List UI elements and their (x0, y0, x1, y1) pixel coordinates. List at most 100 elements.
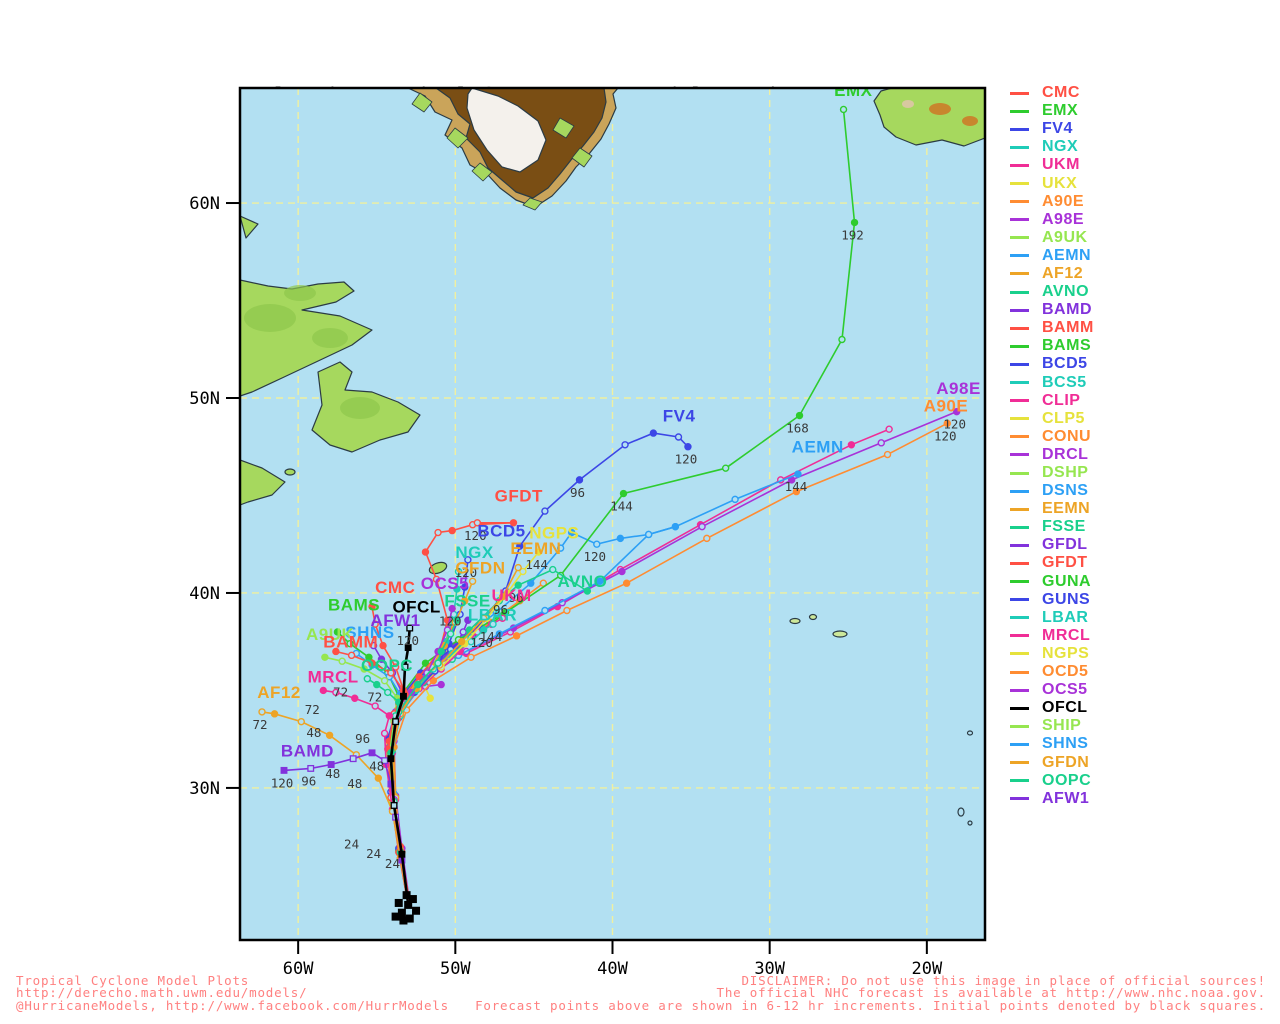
legend-item-aemn: AEMN (1004, 247, 1094, 265)
legend-label: FV4 (1042, 120, 1073, 138)
track-label-cmc: CMC (375, 578, 415, 597)
hour-label: 120 (583, 549, 606, 564)
hour-label: 48 (347, 776, 362, 791)
initial-point-square (404, 900, 413, 909)
legend-swatch (1010, 145, 1029, 149)
labrador-tip (240, 215, 259, 239)
legend-label: AEMN (1042, 246, 1092, 264)
legend-label: SHIP (1042, 717, 1082, 735)
legend-item-oopc: OOPC (1004, 772, 1094, 790)
hour-label: 120 (271, 775, 294, 790)
legend-item-guna: GUNA (1004, 573, 1094, 591)
hour-label: 120 (470, 635, 493, 650)
hour-label: 48 (369, 758, 384, 773)
hour-label: 48 (306, 725, 321, 740)
legend-label: DRCL (1042, 445, 1089, 463)
iceland-highland (902, 100, 914, 108)
track-label-oopc: OOPC (361, 656, 413, 675)
footer-source-url: http://derecho.math.uwm.edu/models/ (16, 985, 308, 1001)
track-label-eemn: EEMN (510, 539, 561, 558)
hour-label: 96 (493, 602, 508, 617)
legend-item-fv4: FV4 (1004, 120, 1094, 138)
greenland-coastal-fringe (571, 147, 593, 168)
legend-label: OCD5 (1042, 663, 1089, 681)
greenland-coastal-fringe (471, 162, 493, 182)
track-label-af12: AF12 (257, 683, 301, 702)
hour-label: 96 (570, 485, 585, 500)
initial-point-square (394, 898, 403, 907)
track-label-ofcl: OFCL (392, 597, 440, 616)
legend-swatch (1010, 525, 1029, 529)
legend-swatch (1010, 381, 1029, 385)
legend-item-ofcl: OFCL (1004, 699, 1094, 717)
legend-item-conu: CONU (1004, 428, 1094, 446)
initial-point-square (402, 891, 411, 900)
legend-item-drcl: DRCL (1004, 446, 1094, 464)
legend-item-mrcl: MRCL (1004, 627, 1094, 645)
hour-label: 144 (785, 479, 808, 494)
hour-label: 120 (464, 528, 487, 543)
track-label-lbar: LBAR (468, 605, 517, 624)
land-shading (284, 285, 316, 301)
legend-label: BAMM (1042, 319, 1094, 337)
legend-item-avno: AVNO (1004, 283, 1094, 301)
legend-swatch (1010, 580, 1029, 584)
legend-label: MRCL (1042, 626, 1091, 644)
legend-item-gfdl: GFDL (1004, 536, 1094, 554)
track-label-avno: AVNO (557, 572, 607, 591)
legend-item-clip: CLIP (1004, 392, 1094, 410)
legend-label: CLIP (1042, 391, 1081, 409)
footer-nhc-note: The official NHC forecast is available a… (716, 985, 1266, 1001)
legend-item-emx: EMX (1004, 102, 1094, 120)
legend-swatch (1010, 507, 1029, 511)
track-label-mrcl: MRCL (308, 668, 359, 687)
legend-label: BCS5 (1042, 373, 1087, 391)
hour-label: 96 (301, 773, 316, 788)
legend-swatch (1010, 200, 1029, 204)
legend-swatch (1010, 652, 1029, 656)
iceland-highland (962, 116, 978, 126)
greenland-icecap (466, 88, 547, 173)
legend-item-bams: BAMS (1004, 337, 1094, 355)
hour-label: 144 (525, 557, 548, 572)
axis-ticks (226, 202, 928, 954)
legend-swatch (1010, 218, 1029, 222)
track-label-emx: EMX (834, 81, 873, 100)
legend-label: FSSE (1042, 518, 1086, 536)
legend-item-dsns: DSNS (1004, 482, 1094, 500)
legend-swatch (1010, 543, 1029, 547)
legend-swatch (1010, 453, 1029, 457)
track-label-a90e: A90E (924, 397, 969, 416)
legend-swatch (1010, 724, 1029, 728)
legend-item-eemn: EEMN (1004, 500, 1094, 518)
legend-swatch (1010, 616, 1029, 620)
lat-tick-label: 40N (189, 584, 220, 604)
legend-swatch (1010, 742, 1029, 746)
legend-label: OFCL (1042, 699, 1088, 717)
legend-label: A9UK (1042, 228, 1088, 246)
legend-item-bcs5: BCS5 (1004, 374, 1094, 392)
track-label-ocs5: OCS5 (421, 574, 469, 593)
track-label-bamm: BAMM (323, 633, 378, 652)
legend-swatch (1010, 489, 1029, 493)
hour-label: 72 (333, 684, 348, 699)
initial-point-square (391, 912, 400, 921)
iceland-highland (929, 103, 951, 115)
track-ofcl (387, 624, 414, 906)
initial-point-square (399, 916, 408, 925)
legend-swatch (1010, 634, 1029, 638)
legend-item-dshp: DSHP (1004, 464, 1094, 482)
track-label-gfdn: GFDN (455, 558, 505, 577)
footer-social-links: @HurricaneModels, http://www.facebook.co… (16, 997, 449, 1013)
track-label-ukm: UKM (491, 586, 531, 605)
legend-item-ukx: UKX (1004, 174, 1094, 192)
hour-label: 96 (355, 731, 370, 746)
legend-swatch (1010, 670, 1029, 674)
legend-item-ocs5: OCS5 (1004, 681, 1094, 699)
legend-item-bcd5: BCD5 (1004, 355, 1094, 373)
legend-label: UKX (1042, 174, 1078, 192)
legend-label: GFDL (1042, 536, 1088, 554)
legend-label: AVNO (1042, 283, 1090, 301)
model-tracks (258, 105, 961, 906)
